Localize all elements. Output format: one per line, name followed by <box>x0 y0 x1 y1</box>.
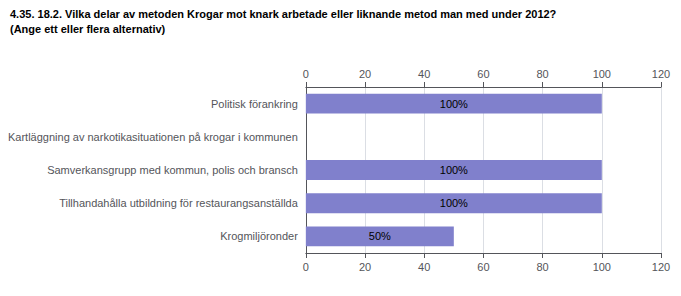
svg-text:0: 0 <box>303 68 309 80</box>
svg-text:Kartläggning av narkotikasitua: Kartläggning av narkotikasituationen på … <box>8 131 298 143</box>
svg-text:50%: 50% <box>369 230 391 242</box>
svg-text:120: 120 <box>652 261 670 273</box>
svg-text:40: 40 <box>418 261 430 273</box>
svg-text:Tillhandahålla utbildning för: Tillhandahålla utbildning för restaurang… <box>59 197 299 209</box>
svg-text:100: 100 <box>593 261 611 273</box>
svg-text:120: 120 <box>652 68 670 80</box>
svg-text:60: 60 <box>477 68 489 80</box>
svg-text:60: 60 <box>477 261 489 273</box>
svg-text:100%: 100% <box>440 98 468 110</box>
svg-text:Krogmiljöronder: Krogmiljöronder <box>220 230 298 242</box>
svg-text:20: 20 <box>359 261 371 273</box>
svg-text:Politisk förankring: Politisk förankring <box>211 98 298 110</box>
svg-text:0: 0 <box>303 261 309 273</box>
svg-text:100%: 100% <box>440 197 468 209</box>
svg-text:Samverkansgrupp med kommun, po: Samverkansgrupp med kommun, polis och br… <box>47 164 298 176</box>
svg-text:80: 80 <box>536 68 548 80</box>
svg-text:40: 40 <box>418 68 430 80</box>
svg-text:20: 20 <box>359 68 371 80</box>
svg-text:100%: 100% <box>440 164 468 176</box>
svg-text:100: 100 <box>593 68 611 80</box>
svg-text:80: 80 <box>536 261 548 273</box>
svg-text:(Ange ett eller flera alternat: (Ange ett eller flera alternativ) <box>10 23 166 35</box>
svg-text:4.35. 18.2. Vilka delar av met: 4.35. 18.2. Vilka delar av metoden Kroga… <box>10 8 557 20</box>
